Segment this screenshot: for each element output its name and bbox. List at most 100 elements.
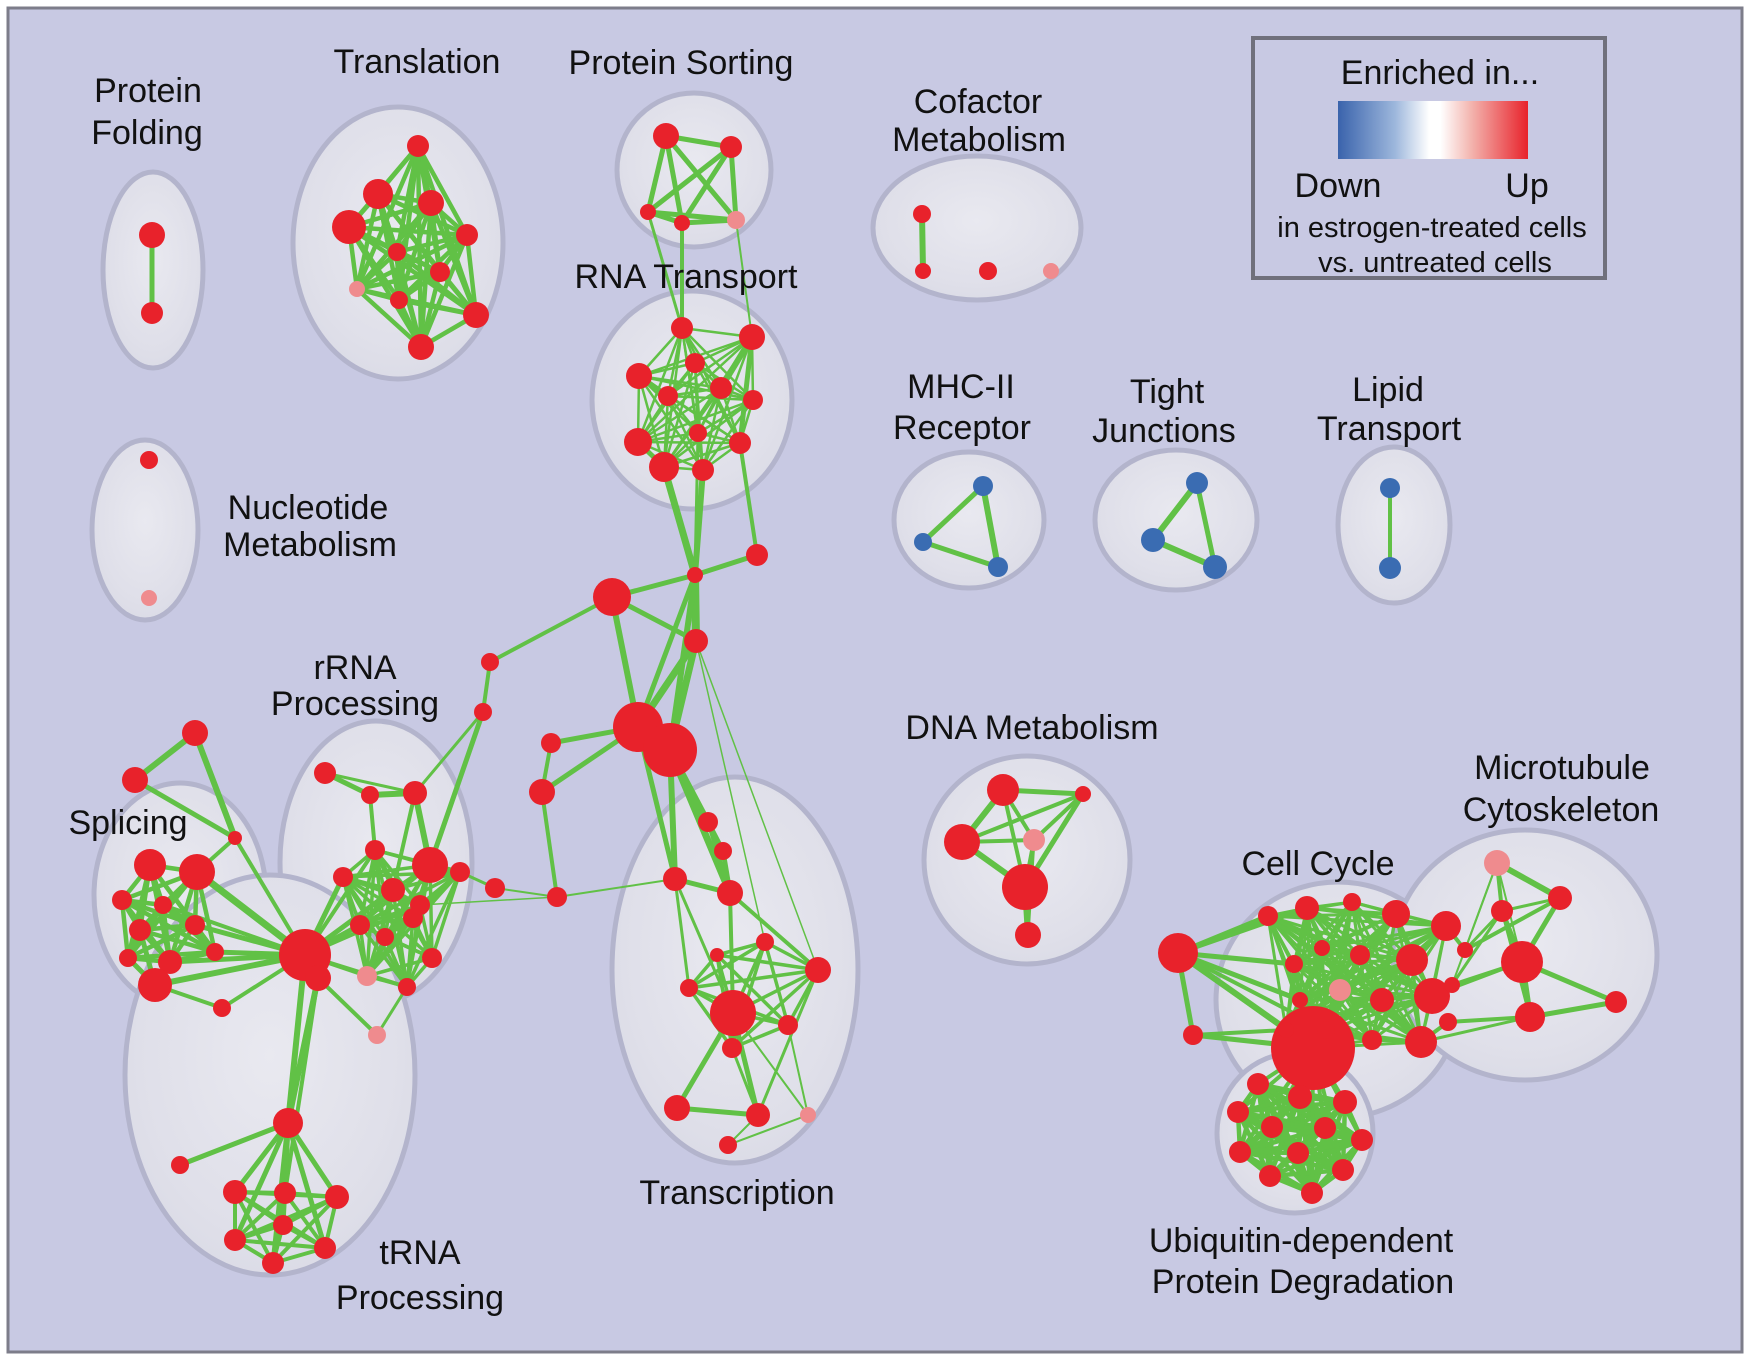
node-cci3	[1343, 893, 1361, 911]
node-sp5	[129, 919, 151, 941]
node-txk	[800, 1107, 816, 1123]
cluster-label-transcription: Transcription	[639, 1174, 834, 1212]
node-tn4	[325, 1185, 349, 1209]
node-t6	[388, 243, 406, 261]
node-lc1	[481, 653, 499, 671]
node-ch6	[529, 779, 555, 805]
edge	[413, 710, 485, 795]
edge	[137, 927, 218, 955]
node-tr3	[228, 831, 242, 845]
edge	[635, 572, 698, 730]
edge	[674, 1105, 761, 1118]
node-cci10	[1292, 992, 1308, 1008]
node-rt12	[692, 459, 714, 481]
node-tn6	[273, 1215, 293, 1235]
edge	[346, 224, 470, 238]
edge	[763, 940, 790, 1027]
node-ch5	[541, 733, 561, 753]
node-cci7	[1285, 955, 1303, 973]
edge	[687, 986, 734, 1050]
edge	[540, 790, 559, 899]
edge	[365, 956, 434, 978]
legend: Enriched in... Down Up in estrogen-treat…	[1251, 36, 1607, 280]
node-tnh	[273, 1108, 303, 1138]
node-sp8	[158, 950, 182, 974]
node-ccc3	[1439, 1013, 1457, 1031]
node-ch1	[746, 544, 768, 566]
node-rr6	[333, 867, 353, 887]
edge	[1358, 924, 1448, 957]
node-sp3	[112, 890, 132, 910]
edge	[663, 133, 685, 226]
node-rr7	[381, 878, 405, 902]
node-txc	[756, 933, 774, 951]
node-rr11	[422, 948, 442, 968]
edge	[695, 640, 819, 971]
node-mt4	[1501, 941, 1543, 983]
edge	[358, 870, 462, 927]
edge	[679, 217, 739, 226]
node-t3	[418, 190, 444, 216]
edge	[960, 792, 1085, 844]
edge	[232, 1120, 291, 1243]
edge	[1350, 900, 1434, 998]
edge	[354, 286, 424, 350]
cluster-ellipse-lipid-transport	[1335, 444, 1453, 606]
node-txe	[680, 979, 698, 997]
cluster-label-nucleotide-metabolism: Metabolism	[223, 526, 397, 564]
cluster-label-mhc-ii-receptor: Receptor	[893, 409, 1031, 447]
edge	[316, 976, 379, 1037]
edge	[662, 398, 755, 469]
node-txj	[746, 1103, 770, 1127]
edge	[125, 922, 198, 961]
cluster-label-rrna-processing: rRNA	[313, 649, 396, 687]
node-cci11	[1329, 979, 1351, 1001]
cluster-label-lipid-transport: Transport	[1317, 410, 1462, 448]
node-cc2	[1183, 1025, 1203, 1045]
node-txh	[722, 1038, 742, 1058]
node-ch8	[698, 812, 718, 832]
node-tr1	[182, 720, 208, 746]
edge	[391, 791, 417, 892]
cluster-label-translation: Translation	[334, 43, 501, 81]
node-rt11	[649, 452, 679, 482]
edge	[283, 1191, 327, 1250]
cluster-label-protein-folding: Folding	[91, 114, 203, 152]
edge	[637, 374, 755, 402]
edge	[687, 968, 820, 990]
node-ub9	[1287, 1142, 1309, 1164]
node-cci5	[1431, 911, 1461, 941]
node-ch2	[687, 567, 703, 583]
edge	[695, 640, 766, 943]
node-sp4	[154, 896, 172, 914]
edge	[735, 219, 753, 338]
node-ub6	[1314, 1117, 1336, 1139]
cluster-label-tight-junctions: Tight	[1130, 373, 1205, 411]
edge	[192, 730, 238, 841]
edge	[636, 386, 723, 444]
node-dm6	[1015, 922, 1041, 948]
node-dm2	[1075, 786, 1091, 802]
edge	[1305, 906, 1448, 928]
edge	[375, 985, 409, 1037]
node-mh1	[973, 476, 993, 496]
node-rt9	[624, 428, 652, 456]
node-rr3	[403, 781, 427, 805]
node-tn5	[224, 1229, 246, 1251]
node-ps5	[727, 211, 745, 229]
node-cf1	[913, 205, 931, 223]
cluster-ellipse-tight-junctions	[1092, 447, 1260, 593]
node-tj1	[1186, 472, 1208, 494]
node-mh2	[914, 533, 932, 551]
node-cc1	[1158, 933, 1198, 973]
cluster-ellipse-dna-metabolism	[921, 753, 1133, 967]
node-ub5	[1261, 1116, 1283, 1138]
node-cci6	[1314, 940, 1330, 956]
node-hub2	[643, 723, 697, 777]
cluster-label-microtubule-cytoskeleton: Microtubule	[1474, 749, 1650, 787]
node-rt6	[710, 377, 732, 399]
node-rt5	[658, 386, 678, 406]
node-dm5	[1002, 864, 1048, 910]
